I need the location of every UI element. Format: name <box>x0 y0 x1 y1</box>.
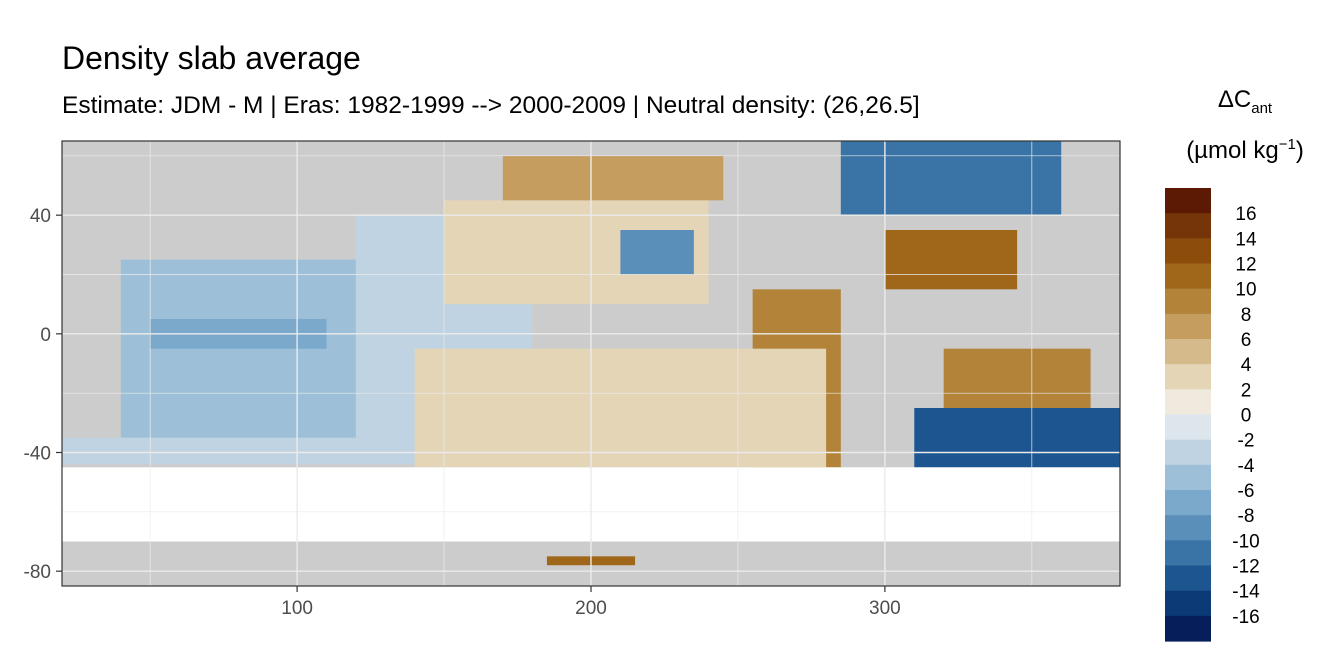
y-tick-label: -80 <box>24 562 51 583</box>
x-tick-label: 200 <box>575 598 607 619</box>
legend-label: -10 <box>1232 531 1259 552</box>
grid-lines <box>62 141 1120 586</box>
map-region-south-pacific <box>414 348 827 468</box>
legend-title-line2: (µmol kg−1) <box>1150 136 1340 165</box>
legend-swatch <box>1165 364 1211 390</box>
legend-label: -14 <box>1232 582 1260 603</box>
legend-swatch <box>1165 414 1211 441</box>
legend: 16 14 12 10 8 6 4 2 0 -2 -4 -6 -8 -10 -12 -14 -16 <box>1165 188 1260 642</box>
legend-swatch <box>1165 188 1211 214</box>
legend-swatch <box>1165 313 1211 340</box>
legend-label: -4 <box>1238 456 1255 477</box>
legend-swatch <box>1165 339 1211 365</box>
legend-swatch <box>1165 590 1211 617</box>
legend-unit-sup: −1 <box>1278 136 1296 153</box>
legend-swatch <box>1165 213 1211 239</box>
legend-label: -6 <box>1238 481 1255 502</box>
legend-label: 6 <box>1241 330 1252 351</box>
legend-label: 10 <box>1235 280 1256 301</box>
legend-label: 4 <box>1241 355 1252 376</box>
x-tick-label: 100 <box>281 598 313 619</box>
legend-swatch <box>1165 490 1211 516</box>
legend-label: 8 <box>1241 305 1252 326</box>
legend-unit-pre: (µmol kg <box>1186 137 1279 164</box>
chart-subtitle: Estimate: JDM - M | Eras: 1982-1999 --> … <box>62 92 920 119</box>
legend-title-symbol: ΔC <box>1217 86 1252 113</box>
legend-label: 16 <box>1235 204 1256 225</box>
chart-title: Density slab average <box>62 40 361 76</box>
legend-swatch <box>1165 263 1211 290</box>
legend-swatch <box>1165 540 1211 567</box>
legend-label: -2 <box>1238 431 1255 452</box>
legend-swatch <box>1165 464 1211 491</box>
legend-swatch <box>1165 288 1211 315</box>
legend-swatch <box>1165 565 1211 592</box>
y-tick-label: 0 <box>40 325 51 346</box>
legend-swatch <box>1165 389 1211 416</box>
legend-title-line1: ΔCant <box>1150 86 1340 117</box>
legend-label: 12 <box>1235 255 1256 276</box>
map-region-north-pacific-north <box>502 155 724 201</box>
legend-label: 14 <box>1235 229 1257 250</box>
y-tick-label: -40 <box>24 444 51 465</box>
legend-label: -8 <box>1238 506 1255 527</box>
legend-unit-post: ) <box>1295 137 1304 164</box>
map-region-north-atlantic-subpolar <box>840 141 1062 216</box>
legend-title-subscript: ant <box>1251 99 1273 117</box>
legend-label: 0 <box>1241 406 1252 427</box>
map-region-southern-indian-band <box>62 437 415 465</box>
legend-label: -12 <box>1232 557 1259 578</box>
map-region-north-pacific-gyre-centre <box>620 230 694 275</box>
legend-swatch <box>1165 615 1211 642</box>
y-tick-label: 40 <box>30 206 51 227</box>
legend-label: -16 <box>1232 607 1259 628</box>
map-region-north-atlantic-subtropical <box>884 230 1018 290</box>
map-region-indian-ocean <box>120 259 356 453</box>
legend-swatch <box>1165 515 1211 541</box>
legend-label: 2 <box>1241 380 1252 401</box>
x-tick-label: 300 <box>869 598 901 619</box>
legend-swatch <box>1165 238 1211 265</box>
legend-swatch <box>1165 439 1211 466</box>
map-region-south-atlantic-western-boundary <box>914 408 1120 468</box>
